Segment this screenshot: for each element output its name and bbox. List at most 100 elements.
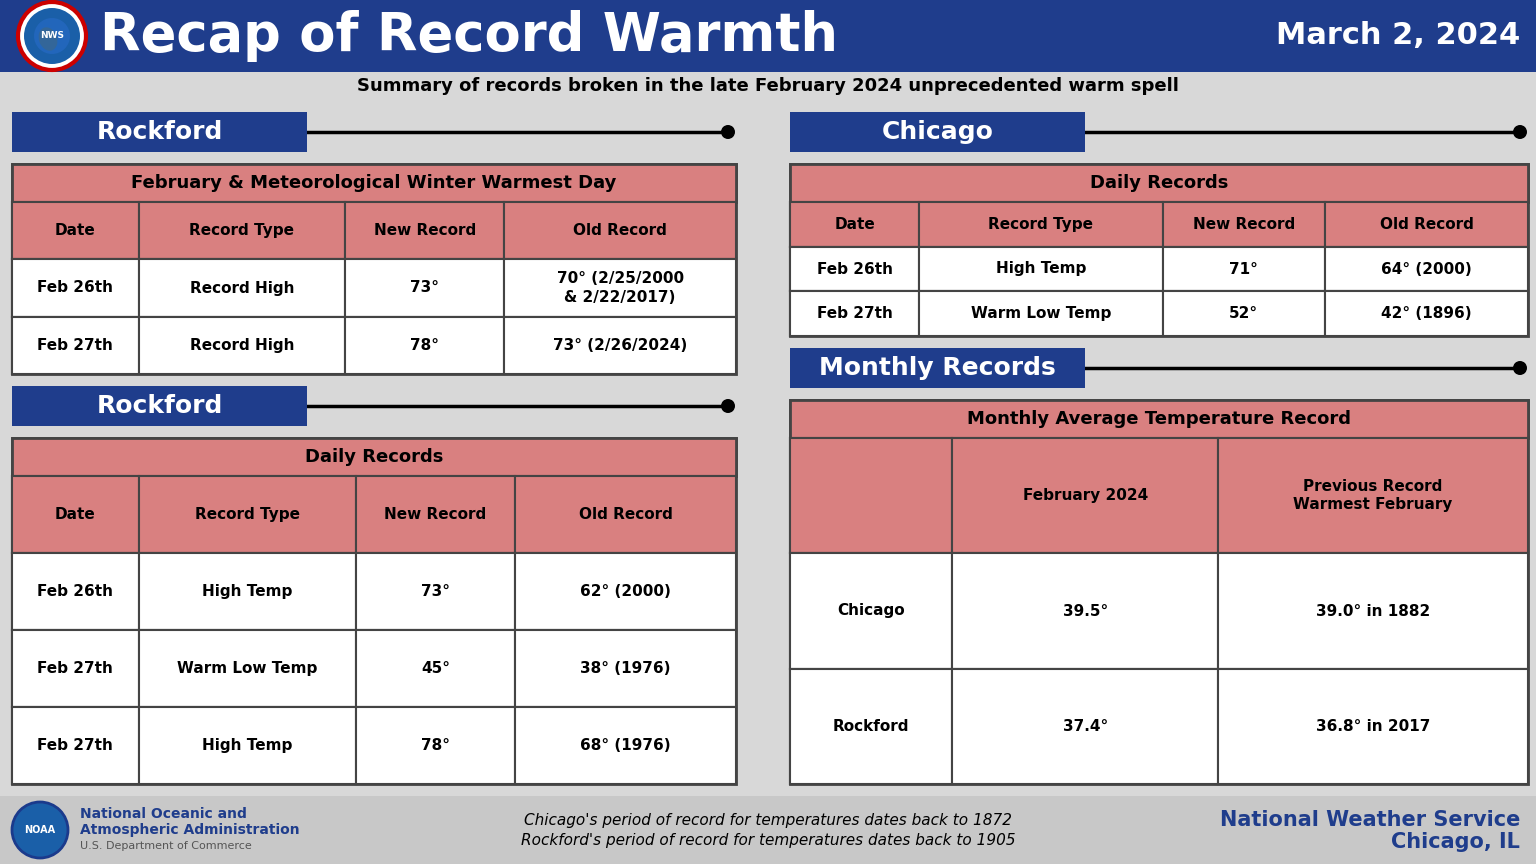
Bar: [12, 707, 736, 784]
Bar: [12, 630, 138, 707]
Bar: [12, 317, 138, 374]
Text: 38° (1976): 38° (1976): [581, 661, 671, 676]
Text: National Weather Service: National Weather Service: [1220, 810, 1521, 830]
Bar: [1163, 202, 1326, 246]
Bar: [138, 317, 346, 374]
Text: Record Type: Record Type: [195, 507, 300, 522]
Text: Date: Date: [55, 223, 95, 238]
Text: 73°: 73°: [410, 281, 439, 295]
Bar: [12, 164, 736, 202]
Bar: [12, 476, 736, 553]
Bar: [12, 202, 138, 259]
Circle shape: [12, 802, 68, 858]
Bar: [12, 553, 138, 630]
Bar: [790, 553, 952, 669]
Text: Rockford's period of record for temperatures dates back to 1905: Rockford's period of record for temperat…: [521, 833, 1015, 848]
Bar: [790, 112, 1084, 152]
Text: Record Type: Record Type: [989, 217, 1094, 232]
Text: Record Type: Record Type: [189, 223, 295, 238]
Text: 68° (1976): 68° (1976): [581, 738, 671, 753]
Bar: [790, 291, 1528, 336]
Text: 64° (2000): 64° (2000): [1381, 262, 1471, 276]
Text: Old Record: Old Record: [573, 223, 667, 238]
Bar: [12, 317, 736, 374]
Text: Warm Low Temp: Warm Low Temp: [971, 306, 1111, 321]
Text: 36.8° in 2017: 36.8° in 2017: [1316, 719, 1430, 734]
Bar: [1326, 291, 1528, 336]
Text: U.S. Department of Commerce: U.S. Department of Commerce: [80, 841, 252, 851]
Text: New Record: New Record: [384, 507, 487, 522]
Text: Chicago: Chicago: [837, 603, 905, 619]
Text: Record High: Record High: [189, 281, 293, 295]
Text: NWS: NWS: [40, 31, 65, 41]
Text: 73°: 73°: [421, 584, 450, 599]
Text: Summary of records broken in the late February 2024 unprecedented warm spell: Summary of records broken in the late Fe…: [356, 77, 1180, 95]
Bar: [790, 246, 1528, 291]
Text: High Temp: High Temp: [203, 738, 292, 753]
Bar: [1163, 291, 1326, 336]
Circle shape: [18, 2, 86, 70]
Text: Daily Records: Daily Records: [1091, 174, 1229, 192]
Bar: [0, 0, 1536, 72]
Circle shape: [25, 8, 80, 64]
Bar: [356, 476, 515, 553]
Bar: [790, 291, 919, 336]
Bar: [12, 553, 736, 630]
Text: Warm Low Temp: Warm Low Temp: [177, 661, 318, 676]
Text: 62° (2000): 62° (2000): [581, 584, 671, 599]
Circle shape: [1513, 125, 1527, 139]
Circle shape: [1513, 361, 1527, 375]
Bar: [12, 259, 736, 317]
Text: Chicago: Chicago: [882, 120, 994, 144]
Bar: [790, 202, 1528, 246]
Text: Old Record: Old Record: [1379, 217, 1473, 232]
Text: Rockford: Rockford: [97, 120, 223, 144]
Text: March 2, 2024: March 2, 2024: [1276, 22, 1521, 50]
Text: 42° (1896): 42° (1896): [1381, 306, 1471, 321]
Text: Rockford: Rockford: [97, 394, 223, 418]
Bar: [12, 438, 736, 784]
Text: Previous Record
Warmest February: Previous Record Warmest February: [1293, 480, 1453, 511]
Text: February & Meteorological Winter Warmest Day: February & Meteorological Winter Warmest…: [131, 174, 616, 192]
Bar: [790, 438, 1528, 553]
Text: Old Record: Old Record: [579, 507, 673, 522]
Bar: [12, 630, 736, 707]
Text: February 2024: February 2024: [1023, 488, 1147, 503]
Bar: [1218, 669, 1528, 784]
Text: Feb 27th: Feb 27th: [817, 306, 892, 321]
Text: New Record: New Record: [1193, 217, 1295, 232]
Bar: [356, 707, 515, 784]
Bar: [790, 553, 1528, 669]
Bar: [790, 348, 1084, 388]
Bar: [504, 317, 736, 374]
Bar: [952, 438, 1218, 553]
Bar: [0, 72, 1536, 100]
Bar: [790, 669, 952, 784]
Text: 78°: 78°: [421, 738, 450, 753]
Bar: [1326, 246, 1528, 291]
Bar: [1326, 202, 1528, 246]
Bar: [504, 202, 736, 259]
Text: Feb 27th: Feb 27th: [37, 338, 114, 353]
Bar: [790, 164, 1528, 202]
Bar: [12, 202, 736, 259]
Bar: [356, 553, 515, 630]
Text: High Temp: High Temp: [203, 584, 292, 599]
Text: 71°: 71°: [1229, 262, 1258, 276]
Bar: [515, 553, 736, 630]
Circle shape: [720, 399, 736, 413]
Bar: [346, 317, 504, 374]
Bar: [1218, 438, 1528, 553]
Bar: [138, 630, 356, 707]
Bar: [515, 707, 736, 784]
Text: 39.5°: 39.5°: [1063, 603, 1107, 619]
Text: Recap of Record Warmth: Recap of Record Warmth: [100, 10, 839, 62]
Bar: [12, 112, 307, 152]
Text: Rockford: Rockford: [833, 719, 909, 734]
Bar: [12, 476, 138, 553]
Bar: [12, 438, 736, 476]
Text: Feb 27th: Feb 27th: [37, 738, 114, 753]
Text: 78°: 78°: [410, 338, 439, 353]
Bar: [919, 246, 1163, 291]
Ellipse shape: [38, 28, 57, 51]
